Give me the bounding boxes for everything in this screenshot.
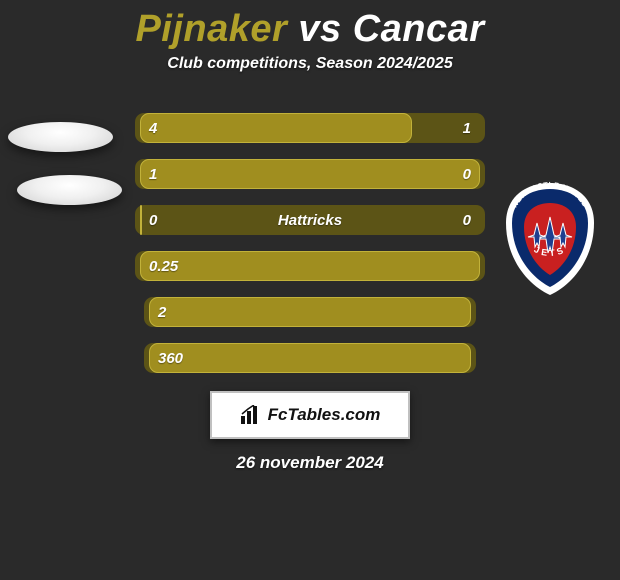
placeholder-oval: [17, 175, 122, 205]
stat-row: 360Min per goal: [0, 343, 620, 373]
stat-right-value: 0: [463, 212, 471, 229]
stat-bar-inner: [149, 343, 471, 373]
stat-bar-inner: [140, 113, 412, 143]
stat-left-value: 0.25: [149, 258, 178, 275]
stat-right-value: 0: [463, 166, 471, 183]
stat-bar-inner: [140, 159, 480, 189]
brand-text: FcTables.com: [268, 405, 381, 425]
stat-right-value: 1: [463, 120, 471, 137]
stat-left-value: 1: [149, 166, 157, 183]
brand-box[interactable]: FcTables.com: [210, 391, 410, 439]
placeholder-oval: [8, 122, 113, 152]
subtitle: Club competitions, Season 2024/2025: [0, 55, 620, 73]
club-badge: NEWCASTLE UNITED JETS: [500, 177, 600, 297]
footer-date: 26 november 2024: [0, 453, 620, 473]
stat-bar-outer: 2Shots per goal: [144, 297, 476, 327]
stat-bar-outer: 360Min per goal: [144, 343, 476, 373]
stat-bar-outer: 1Goals0: [135, 159, 485, 189]
stat-bar-inner: [140, 205, 142, 235]
title-player1: Pijnaker: [135, 8, 287, 50]
title-vs: vs: [287, 8, 352, 50]
stat-left-value: 360: [158, 350, 183, 367]
stat-left-value: 0: [149, 212, 157, 229]
stat-row: 2Shots per goal: [0, 297, 620, 327]
bar-chart-icon: [240, 405, 262, 425]
page-title: Pijnaker vs Cancar: [0, 0, 620, 51]
stat-left-value: 2: [158, 304, 166, 321]
stat-bar-outer: 4Matches1: [135, 113, 485, 143]
stat-bar-outer: 0Hattricks0: [135, 205, 485, 235]
title-player2: Cancar: [353, 8, 485, 50]
stat-label: Hattricks: [135, 212, 485, 229]
stat-bar-inner: [140, 251, 480, 281]
stat-left-value: 4: [149, 120, 157, 137]
stat-bar-outer: 0.25Goals per match: [135, 251, 485, 281]
stat-bar-inner: [149, 297, 471, 327]
